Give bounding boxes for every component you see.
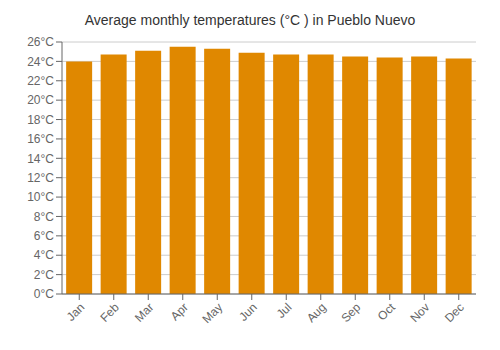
svg-text:2°C: 2°C xyxy=(34,268,54,282)
svg-text:26°C: 26°C xyxy=(27,35,54,49)
svg-text:Nov: Nov xyxy=(407,300,432,325)
html-text:Average monthly temperatures (: Average monthly temperatures (°C ) in Pu… xyxy=(84,12,416,28)
svg-text:Feb: Feb xyxy=(97,300,122,325)
svg-text:Apr: Apr xyxy=(168,300,191,323)
svg-text:Dec: Dec xyxy=(442,300,467,325)
svg-text:6°C: 6°C xyxy=(34,229,54,243)
svg-text:10°C: 10°C xyxy=(27,190,54,204)
svg-text:May: May xyxy=(199,300,225,326)
svg-text:Sep: Sep xyxy=(338,300,363,325)
svg-text:Jan: Jan xyxy=(64,300,88,324)
svg-text:0°C: 0°C xyxy=(34,287,54,301)
svg-text:14°C: 14°C xyxy=(27,152,54,166)
svg-text:18°C: 18°C xyxy=(27,113,54,127)
svg-text:22°C: 22°C xyxy=(27,74,54,88)
svg-text:16°C: 16°C xyxy=(27,132,54,146)
svg-text:4°C: 4°C xyxy=(34,248,54,262)
svg-text:Jun: Jun xyxy=(236,300,260,324)
svg-text:24°C: 24°C xyxy=(27,55,54,69)
svg-text:Jul: Jul xyxy=(274,300,295,321)
svg-text:20°C: 20°C xyxy=(27,93,54,107)
svg-text:Aug: Aug xyxy=(304,300,329,325)
svg-text:Mar: Mar xyxy=(132,300,157,325)
svg-text:8°C: 8°C xyxy=(34,210,54,224)
svg-text:12°C: 12°C xyxy=(27,171,54,185)
svg-text:Oct: Oct xyxy=(375,300,399,324)
